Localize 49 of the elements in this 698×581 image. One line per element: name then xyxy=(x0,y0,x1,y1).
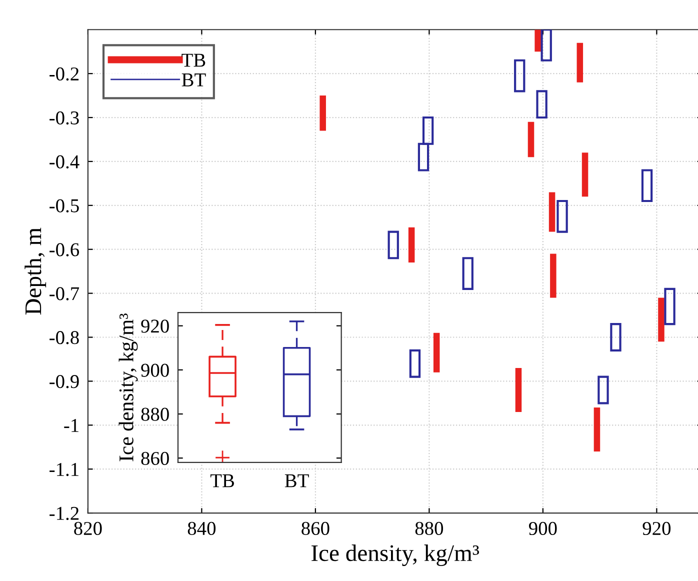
bar xyxy=(641,169,653,202)
x-tick-label: 900 xyxy=(528,522,557,536)
y-tick-label: -0.8 xyxy=(50,331,79,344)
x-tick-label: 820 xyxy=(74,522,102,536)
bar xyxy=(658,298,664,342)
bar xyxy=(409,349,421,378)
x-tick-label: 880 xyxy=(415,522,444,536)
bar xyxy=(388,230,399,260)
bar xyxy=(598,376,609,404)
bar xyxy=(582,152,588,197)
y-tick-label: -0.7 xyxy=(50,287,80,300)
x-tick-label: 840 xyxy=(188,522,216,536)
bar xyxy=(536,90,548,119)
bar xyxy=(664,288,676,326)
y-tick-label: 900 xyxy=(141,364,169,377)
legend-label: TB xyxy=(182,54,206,67)
bar xyxy=(556,200,568,233)
bar xyxy=(540,30,552,62)
y-tick-label: -0.9 xyxy=(50,375,79,388)
bar xyxy=(408,227,415,263)
bar xyxy=(514,59,526,92)
y-axis-title: Ice density, kg/m³ xyxy=(118,313,138,462)
bar xyxy=(528,122,534,158)
bar xyxy=(576,42,584,82)
y-tick-label: -0.5 xyxy=(50,199,79,212)
y-tick-label: -0.4 xyxy=(50,155,80,168)
y-tick-label: -1 xyxy=(64,419,78,432)
y-tick-label: 920 xyxy=(141,320,169,333)
y-axis-title: Depth, m xyxy=(24,228,46,315)
bar xyxy=(548,192,556,232)
y-tick-label: -1.1 xyxy=(50,462,78,476)
y-tick-label: 860 xyxy=(141,452,169,466)
y-tick-label: -1.2 xyxy=(50,506,79,520)
bar xyxy=(433,332,440,372)
x-tick-label: 860 xyxy=(302,522,330,536)
y-tick-label: -0.3 xyxy=(50,111,79,125)
bar xyxy=(534,30,541,52)
bar xyxy=(320,96,326,131)
x-axis-title: Ice density, kg/m³ xyxy=(312,544,480,566)
y-tick-label: -0.6 xyxy=(50,243,80,256)
bar xyxy=(610,323,622,352)
y-tick-label: 880 xyxy=(141,408,169,421)
bar xyxy=(462,257,474,290)
bar xyxy=(594,408,600,452)
x-tick-label: 920 xyxy=(642,522,671,536)
legend-label: BT xyxy=(182,74,206,86)
bar xyxy=(550,254,556,298)
y-tick-label: -0.2 xyxy=(50,67,79,81)
bar xyxy=(515,368,522,412)
